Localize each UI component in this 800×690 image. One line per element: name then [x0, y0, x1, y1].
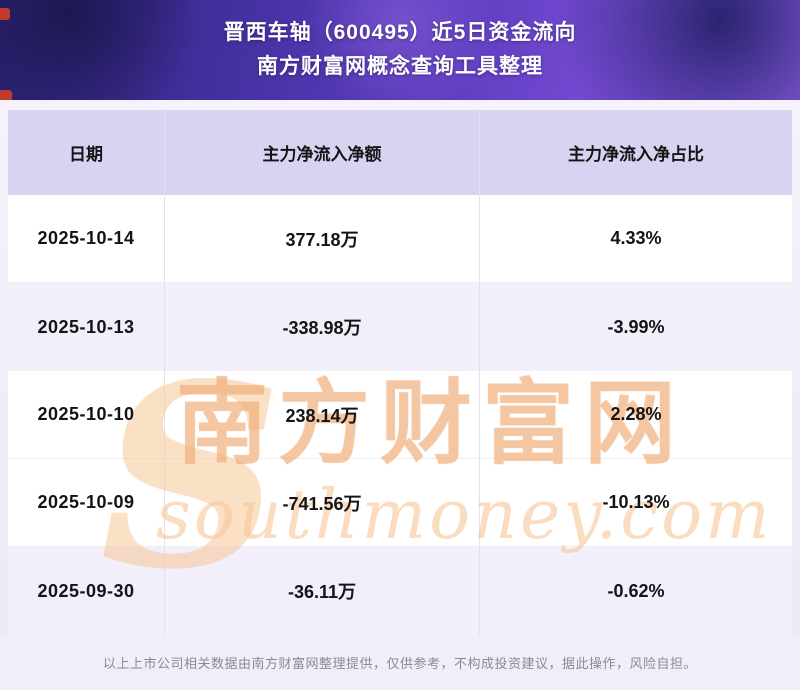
column-header-net-inflow-ratio: 主力净流入净占比 — [568, 145, 704, 164]
table-row: 2025-10-14 377.18万 4.33% — [8, 195, 792, 283]
table-body: 2025-10-14 377.18万 4.33% 2025-10-13 -338… — [8, 195, 792, 635]
column-header-date: 日期 — [8, 110, 165, 195]
cell-net-inflow-ratio: -0.62% — [607, 580, 665, 601]
cell-date: 2025-09-30 — [8, 547, 165, 635]
table-row: 2025-09-30 -36.11万 -0.62% — [8, 547, 792, 635]
cell-net-inflow: 238.14万 — [165, 371, 480, 458]
header-banner: 晋西车轴（600495）近5日资金流向 南方财富网概念查询工具整理 — [0, 0, 800, 100]
cell-net-inflow-ratio: 2.28% — [610, 404, 662, 424]
fund-flow-table: 日期 主力净流入净额 主力净流入净占比 2025-10-14 377.18万 4… — [8, 110, 792, 635]
cell-net-inflow: -741.56万 — [165, 459, 480, 546]
banner-background-art — [0, 0, 800, 100]
cell-date: 2025-10-14 — [8, 195, 165, 282]
cell-net-inflow: 377.18万 — [165, 195, 480, 282]
cell-net-inflow-ratio: -3.99% — [607, 316, 665, 337]
disclaimer-text: 以上上市公司相关数据由南方财富网整理提供，仅供参考，不构成投资建议，据此操作，风… — [102, 656, 697, 671]
cell-net-inflow: -36.11万 — [165, 547, 480, 635]
column-header-net-inflow: 主力净流入净额 — [165, 110, 480, 195]
disclaimer: 以上上市公司相关数据由南方财富网整理提供，仅供参考，不构成投资建议，据此操作，风… — [0, 635, 800, 690]
table-row: 2025-10-13 -338.98万 -3.99% — [8, 283, 792, 371]
banner-red-accent — [0, 90, 12, 100]
banner-blob — [560, 0, 800, 100]
cell-net-inflow: -338.98万 — [165, 283, 480, 371]
page-subtitle: 南方财富网概念查询工具整理 — [257, 55, 543, 78]
cell-net-inflow-ratio: 4.33% — [610, 228, 662, 248]
cell-date: 2025-10-10 — [8, 371, 165, 458]
banner-blob — [300, 0, 500, 100]
cell-net-inflow-ratio: -10.13% — [602, 492, 670, 512]
page-title: 晋西车轴（600495）近5日资金流向 — [223, 21, 577, 45]
cell-date: 2025-10-09 — [8, 459, 165, 546]
banner-red-accent — [0, 8, 10, 20]
table-row: 2025-10-09 -741.56万 -10.13% — [8, 459, 792, 547]
table-row: 2025-10-10 238.14万 2.28% — [8, 371, 792, 459]
banner-blob — [0, 0, 200, 100]
table-header-row: 日期 主力净流入净额 主力净流入净占比 — [8, 110, 792, 195]
cell-date: 2025-10-13 — [8, 283, 165, 371]
